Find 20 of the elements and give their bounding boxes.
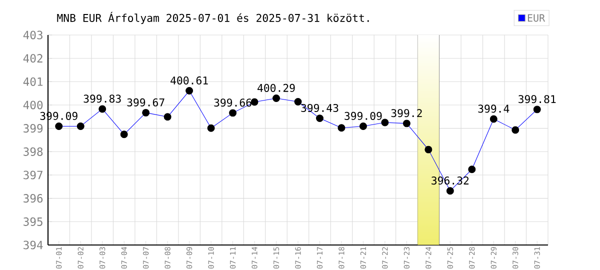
data-label: 400.61 xyxy=(170,76,208,84)
data-label: 399.83 xyxy=(84,94,121,103)
y-tick-label: 399 xyxy=(24,124,43,133)
y-tick-label: 402 xyxy=(23,54,42,63)
y-tick-label: 400 xyxy=(23,100,43,110)
data-label: 399.2 xyxy=(391,109,422,118)
y-tick-label: 401 xyxy=(23,77,43,86)
y-tick-label: 397 xyxy=(24,170,42,180)
data-label: 400.29 xyxy=(258,84,295,92)
data-label: 399.81 xyxy=(518,95,556,104)
y-tick-label: 395 xyxy=(24,217,42,226)
data-label: 399.09 xyxy=(344,112,382,120)
chart-title: MNB EUR Árfolyam 2025-07-01 és 2025-07-31 között. xyxy=(57,12,369,24)
y-tick-label: 398 xyxy=(24,147,43,156)
y-tick-label: 403 xyxy=(23,30,42,40)
data-label: 399.67 xyxy=(127,98,164,106)
y-tick-label: 394 xyxy=(24,240,43,250)
legend-label: EUR xyxy=(528,14,546,22)
y-tick-label: 396 xyxy=(24,194,43,203)
data-label: 399.4 xyxy=(478,104,510,113)
